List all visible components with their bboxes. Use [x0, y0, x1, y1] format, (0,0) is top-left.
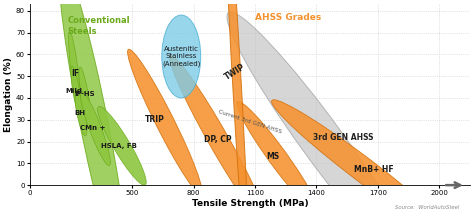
- Text: Conventional
Steels: Conventional Steels: [68, 16, 130, 36]
- Text: MS: MS: [266, 152, 279, 161]
- Ellipse shape: [128, 49, 202, 195]
- Text: Current 3rd GEN AHSS: Current 3rd GEN AHSS: [218, 109, 283, 135]
- Ellipse shape: [75, 91, 87, 136]
- Text: CMn +: CMn +: [80, 126, 105, 131]
- Ellipse shape: [69, 31, 81, 117]
- Ellipse shape: [224, 0, 249, 212]
- Text: TRIP: TRIP: [145, 115, 164, 124]
- Text: TWIP: TWIP: [224, 62, 247, 81]
- Text: IF-HS: IF-HS: [74, 91, 95, 96]
- Ellipse shape: [79, 67, 91, 120]
- Text: AHSS Grades: AHSS Grades: [255, 13, 321, 22]
- Text: Source:  WorldAutoSteel: Source: WorldAutoSteel: [395, 205, 460, 210]
- Text: 3rd GEN AHSS: 3rd GEN AHSS: [313, 133, 373, 142]
- Y-axis label: Elongation (%): Elongation (%): [4, 57, 13, 132]
- X-axis label: Tensile Strength (MPa): Tensile Strength (MPa): [191, 199, 308, 208]
- Text: IF: IF: [71, 70, 79, 78]
- Text: BH: BH: [74, 110, 85, 116]
- Ellipse shape: [272, 100, 456, 212]
- Ellipse shape: [237, 102, 318, 212]
- Ellipse shape: [170, 55, 266, 212]
- Text: Austenitic
Stainless
(Annealed): Austenitic Stainless (Annealed): [162, 46, 201, 67]
- Ellipse shape: [71, 66, 82, 117]
- Text: Mild: Mild: [65, 88, 82, 94]
- Ellipse shape: [80, 91, 110, 166]
- Text: DP, CP: DP, CP: [204, 135, 232, 144]
- Ellipse shape: [162, 15, 201, 98]
- Text: MnB+ HF: MnB+ HF: [354, 165, 393, 174]
- Text: HSLA, FB: HSLA, FB: [101, 143, 137, 149]
- Ellipse shape: [227, 12, 418, 212]
- Ellipse shape: [98, 106, 146, 185]
- Ellipse shape: [59, 0, 128, 212]
